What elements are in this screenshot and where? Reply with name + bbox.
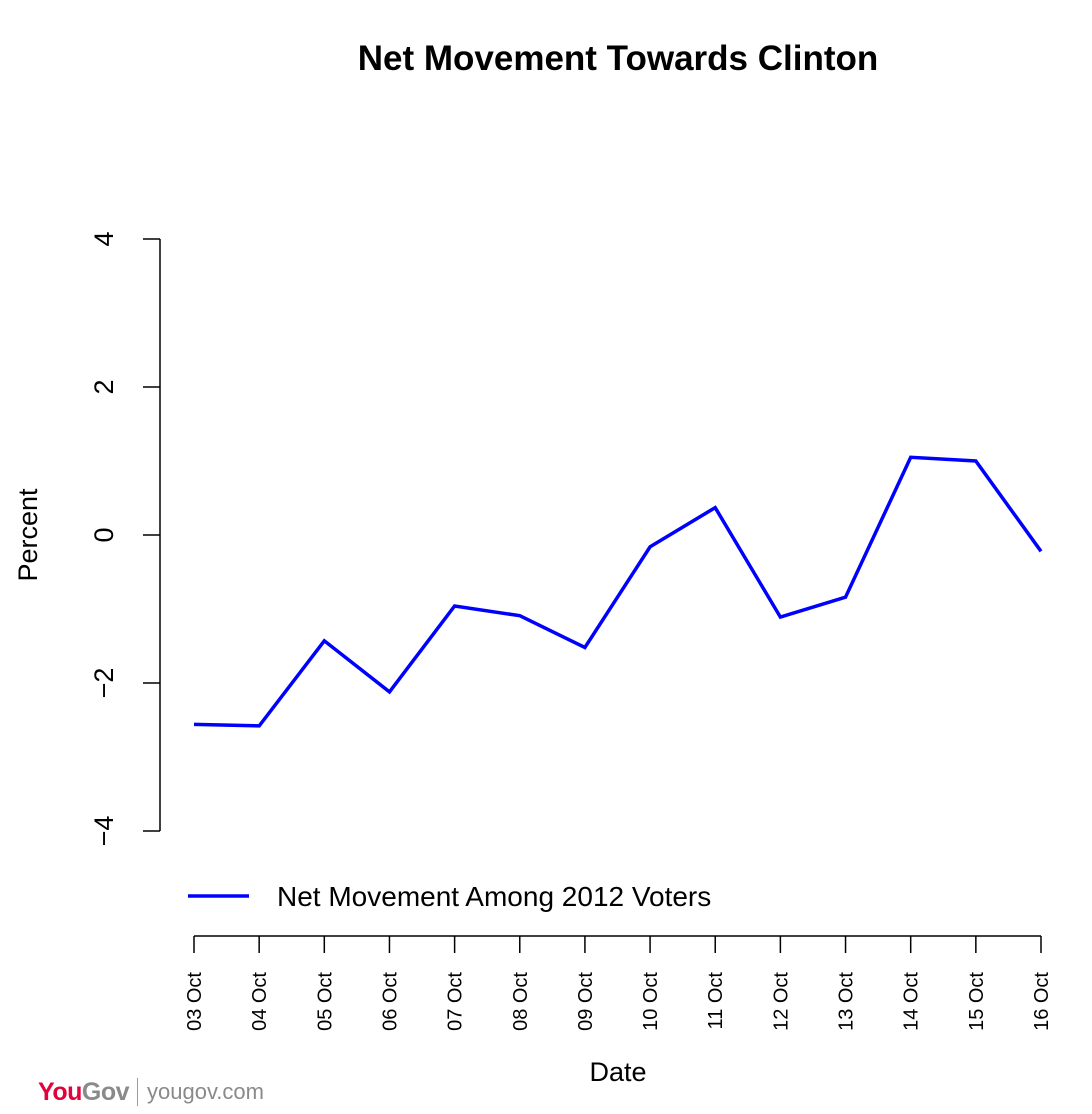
logo-gov-text: Gov (81, 1077, 130, 1106)
y-axis: −4 −2 0 2 4 (89, 231, 161, 847)
yougov-logo: You Gov yougov.com (38, 1074, 264, 1110)
y-axis-label: Percent (13, 488, 43, 582)
x-tick-label: 13 Oct (836, 972, 858, 1031)
x-tick-label: 06 Oct (379, 972, 401, 1031)
x-tick-label: 14 Oct (901, 972, 923, 1031)
legend: Net Movement Among 2012 Voters (188, 881, 711, 912)
x-tick-label: 12 Oct (770, 972, 792, 1031)
x-tick-label: 05 Oct (314, 972, 336, 1031)
x-axis: 03 Oct 04 Oct 05 Oct 06 Oct 07 Oct 08 Oct 09 O… (184, 935, 1053, 1031)
y-tick-label: 2 (89, 379, 119, 394)
x-tick-label: 04 Oct (249, 972, 271, 1031)
series-line (193, 455, 1043, 728)
x-axis-label: Date (589, 1057, 646, 1087)
x-tick-label: 09 Oct (575, 972, 597, 1031)
x-tick-label: 03 Oct (184, 972, 206, 1031)
x-tick-label: 11 Oct (705, 972, 727, 1030)
y-tick-label: −4 (89, 816, 119, 847)
x-tick-label: 15 Oct (966, 972, 988, 1031)
logo-you-text: You (38, 1077, 82, 1106)
x-tick-label: 16 Oct (1031, 972, 1053, 1031)
y-tick-label: 0 (89, 527, 119, 542)
x-tick-label: 07 Oct (445, 972, 467, 1031)
legend-label: Net Movement Among 2012 Voters (277, 881, 711, 912)
chart-title: Net Movement Towards Clinton (358, 39, 879, 78)
y-tick-label: −2 (89, 668, 119, 699)
x-tick-label: 08 Oct (510, 972, 532, 1031)
brand-url: yougov.com (147, 1079, 264, 1104)
logo-divider (137, 1078, 138, 1106)
x-tick-label: 10 Oct (640, 972, 662, 1031)
plot-series (193, 455, 1043, 728)
y-tick-label: 4 (89, 231, 119, 246)
